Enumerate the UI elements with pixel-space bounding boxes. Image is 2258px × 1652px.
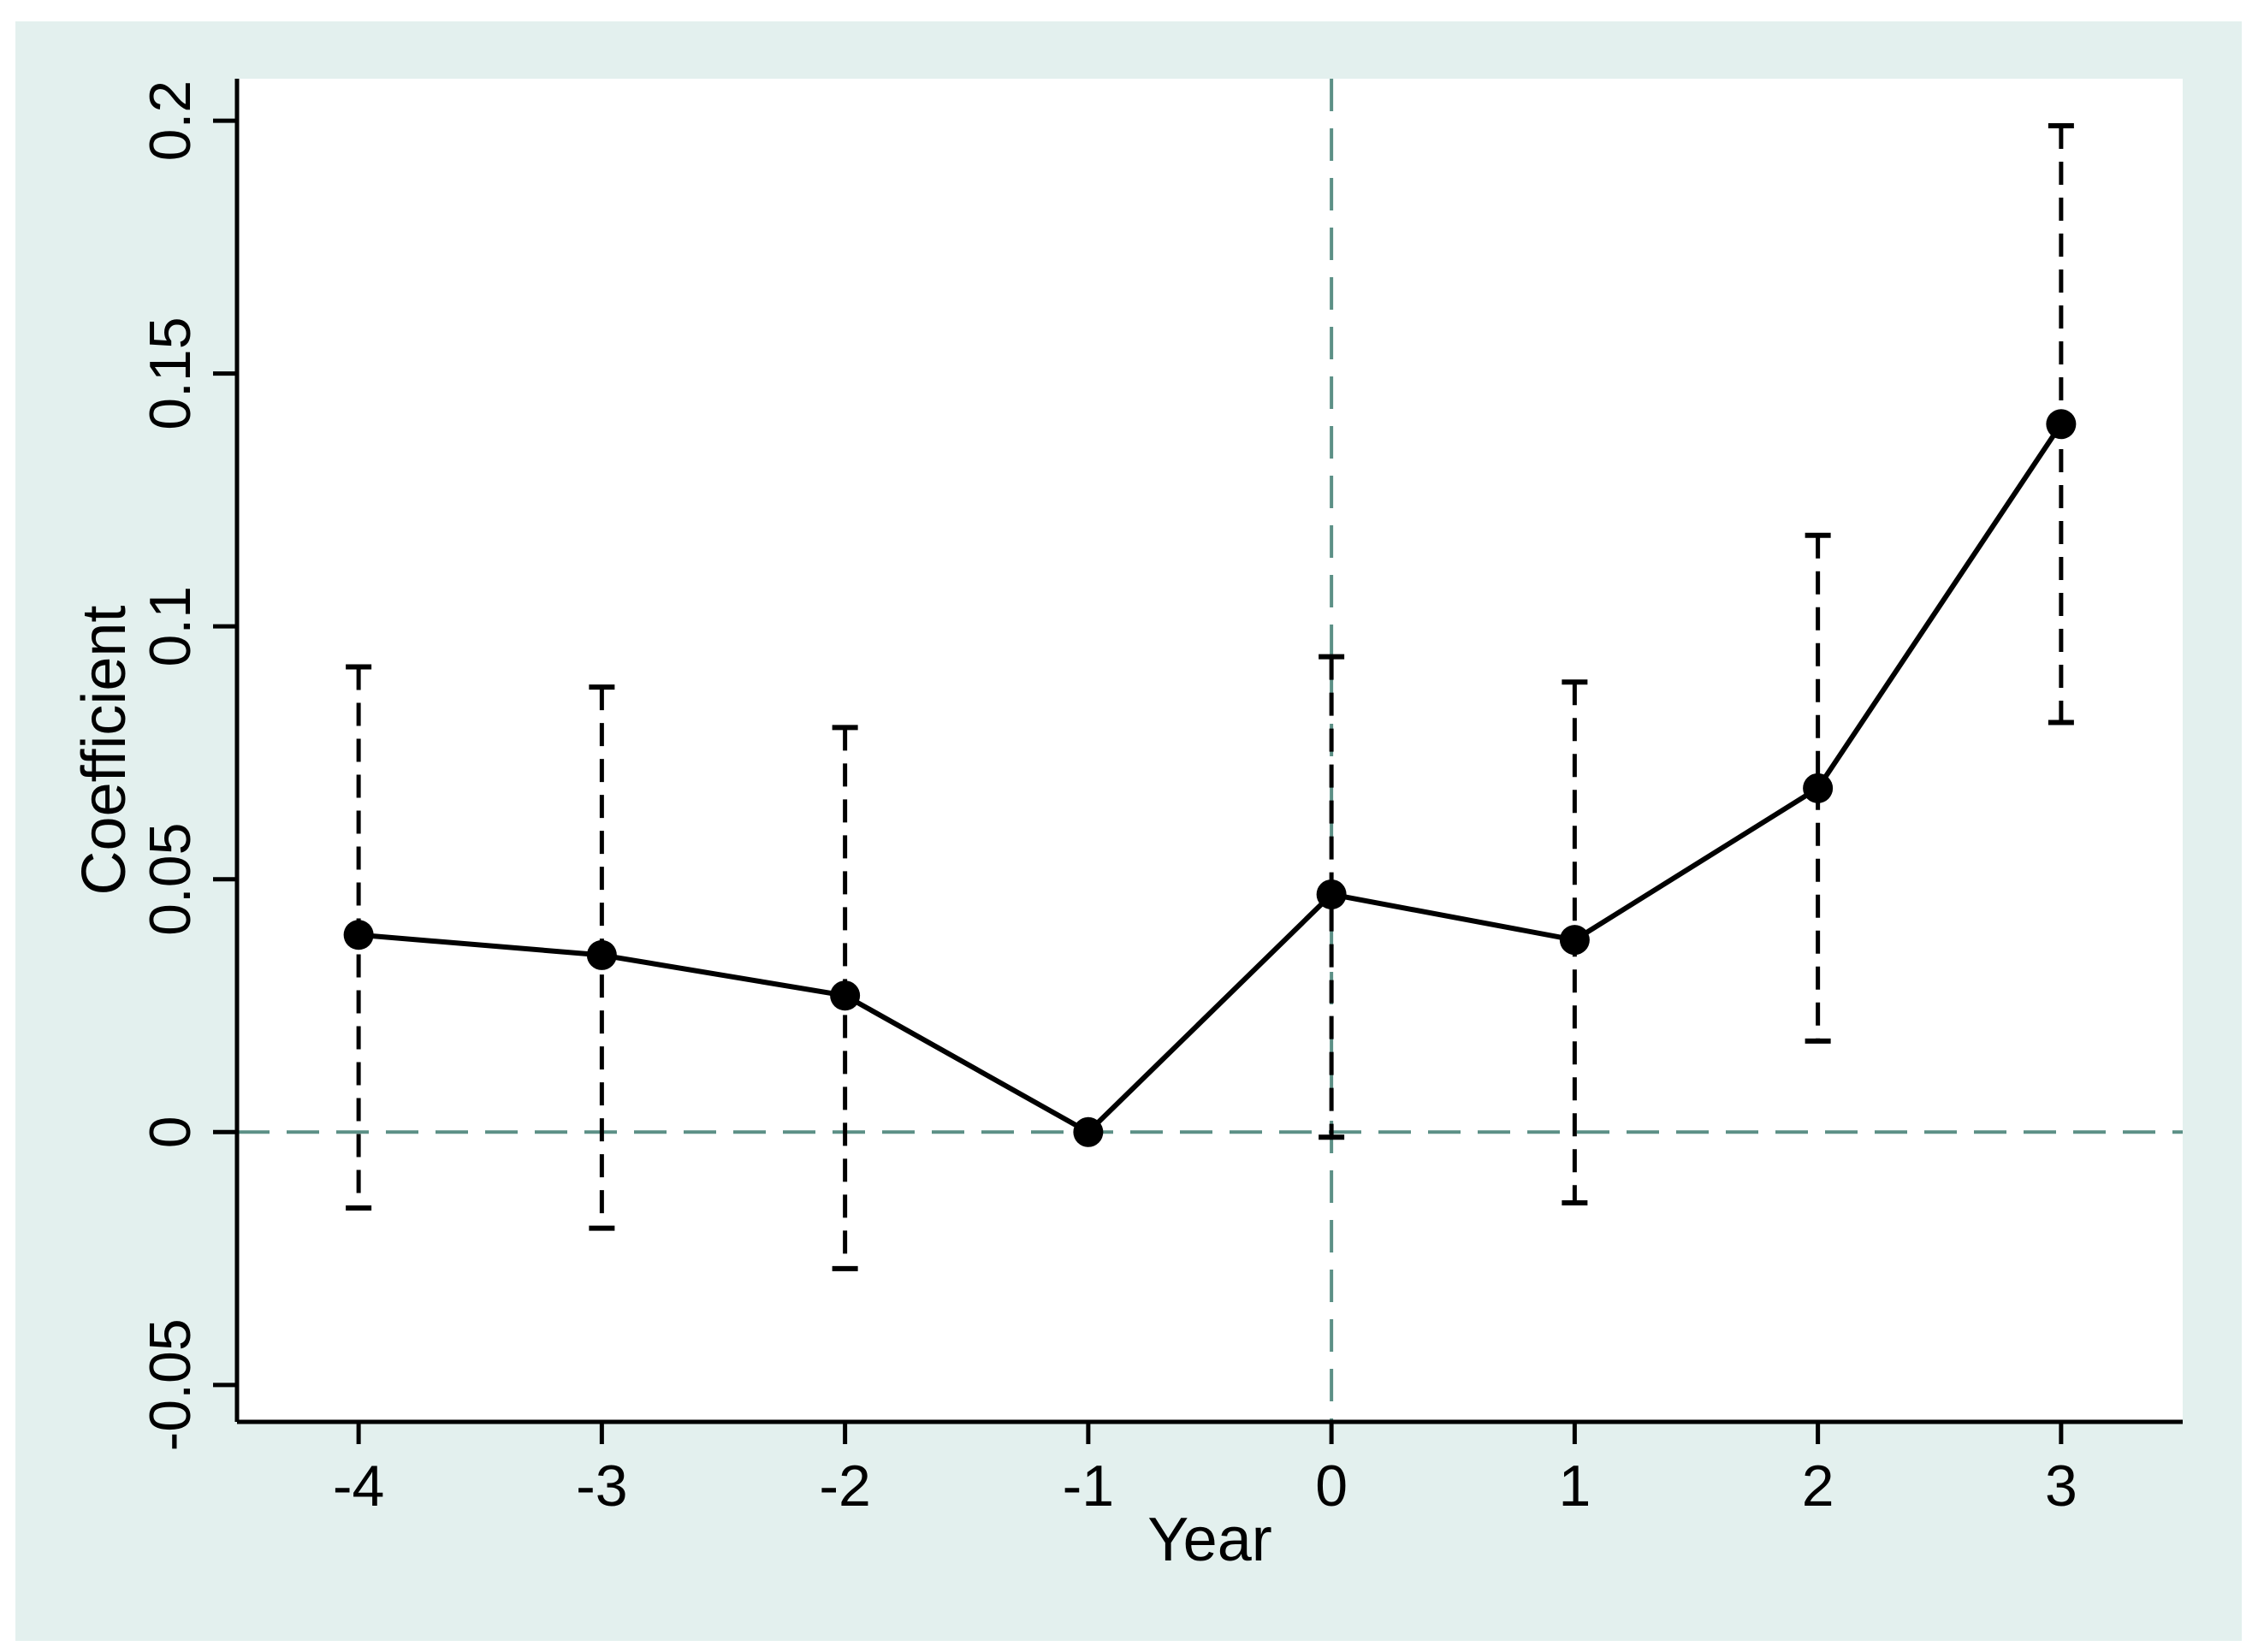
x-tick-label: -2 <box>819 1454 870 1519</box>
data-point-marker <box>1559 925 1590 956</box>
x-tick-label: 1 <box>1558 1454 1591 1519</box>
x-tick-label: 3 <box>2045 1454 2077 1519</box>
x-tick-label: -3 <box>576 1454 627 1519</box>
data-point-marker <box>343 920 374 950</box>
data-point-marker <box>2046 409 2077 440</box>
y-axis-title: Coefficient <box>70 606 139 896</box>
data-point-marker <box>1073 1116 1104 1147</box>
x-tick-label: -1 <box>1063 1454 1114 1519</box>
plot-area <box>237 79 2183 1422</box>
y-tick-label: 0.2 <box>138 80 203 162</box>
x-tick-label: 2 <box>1802 1454 1834 1519</box>
data-point-marker <box>586 939 617 970</box>
y-tick-label: 0.15 <box>138 317 203 429</box>
y-tick-label: 0.05 <box>138 823 203 936</box>
data-point-marker <box>830 980 861 1011</box>
coefficient-line <box>358 423 2064 1135</box>
y-tick-label: -0.05 <box>138 1318 203 1451</box>
y-tick-label: 0 <box>138 1116 203 1148</box>
data-point-marker <box>1316 879 1347 909</box>
x-tick-label: -4 <box>333 1454 384 1519</box>
data-point-marker <box>1803 773 1834 803</box>
x-axis-title: Year <box>1147 1506 1271 1574</box>
x-tick-label: 0 <box>1315 1454 1348 1519</box>
y-tick-label: 0.1 <box>138 586 203 667</box>
